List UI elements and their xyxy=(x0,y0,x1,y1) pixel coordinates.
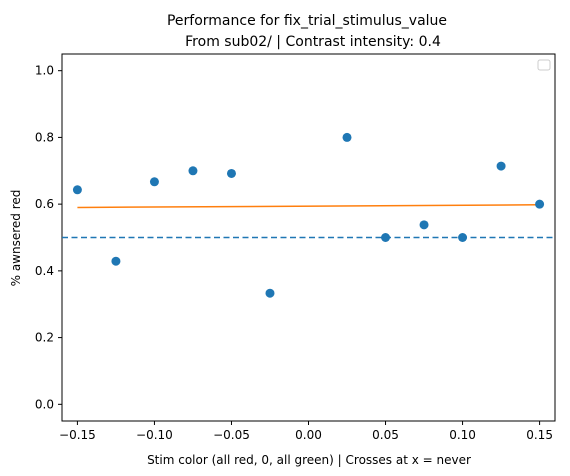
data-point xyxy=(535,199,545,209)
data-point xyxy=(111,256,121,266)
data-point xyxy=(149,177,159,187)
data-point xyxy=(342,132,352,142)
y-tick-label: 1.0 xyxy=(35,64,54,78)
y-tick-label: 0.2 xyxy=(35,331,54,345)
y-tick-label: 0.8 xyxy=(35,130,54,144)
data-point xyxy=(265,288,275,298)
x-axis-label: Stim color (all red, 0, all green) | Cro… xyxy=(147,453,471,467)
x-tick-label: −0.10 xyxy=(136,428,173,442)
y-tick-label: 0.4 xyxy=(35,264,54,278)
x-tick-label: 0.10 xyxy=(449,428,476,442)
fit-line xyxy=(77,204,540,209)
y-tick-label: 0.0 xyxy=(35,397,54,411)
x-tick-label: 0.05 xyxy=(372,428,399,442)
data-point xyxy=(226,168,236,178)
x-tick-label: 0.00 xyxy=(295,428,322,442)
x-tick-label: −0.05 xyxy=(213,428,250,442)
chart-subtitle: From sub02/ | Contrast intensity: 0.4 xyxy=(185,34,441,50)
legend-box xyxy=(537,59,551,71)
plot-content xyxy=(62,132,555,298)
data-point xyxy=(188,166,198,176)
plot-area: −0.15 −0.10 −0.05 0.00 0.05 0.10 0.15 0.0 0.2 0.4… xyxy=(35,53,556,442)
x-tick-label: 0.15 xyxy=(526,428,553,442)
data-point xyxy=(381,233,391,242)
data-point xyxy=(496,161,506,171)
x-tick-label: −0.15 xyxy=(59,428,96,442)
data-point xyxy=(72,185,82,195)
data-point xyxy=(419,220,429,230)
chart-title: Performance for fix_trial_stimulus_value xyxy=(167,13,447,29)
y-axis-label: % awnsered red xyxy=(9,190,23,287)
y-tick-label: 0.6 xyxy=(35,197,54,211)
data-point xyxy=(458,233,468,242)
